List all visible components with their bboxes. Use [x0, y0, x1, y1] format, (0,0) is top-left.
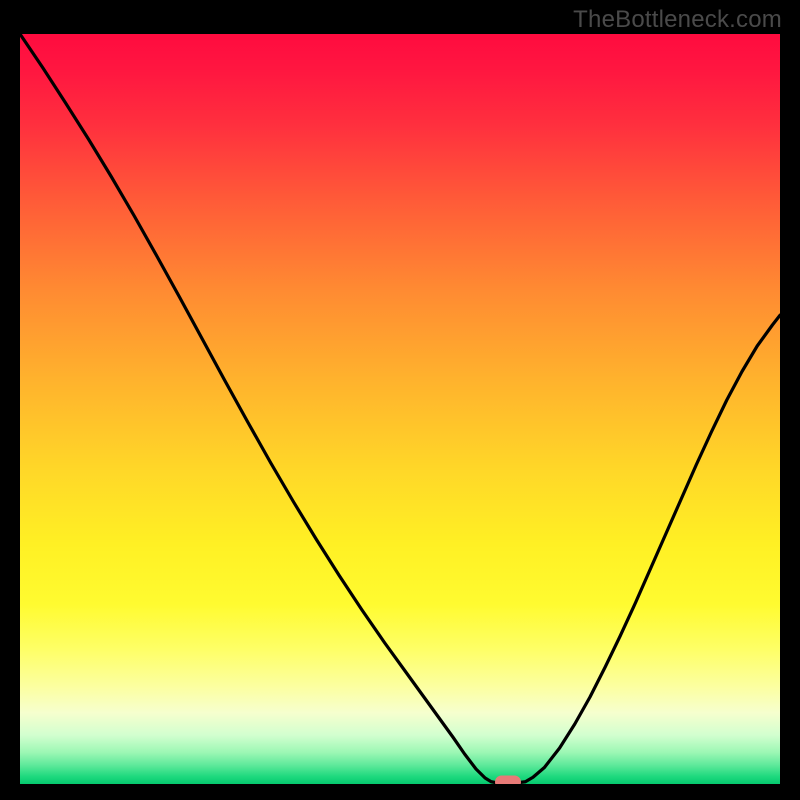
watermark-text: TheBottleneck.com — [573, 6, 782, 34]
bottleneck-curve — [20, 34, 780, 783]
optimum-marker — [495, 775, 521, 784]
plot-area — [20, 34, 780, 784]
curve-svg — [20, 34, 780, 784]
